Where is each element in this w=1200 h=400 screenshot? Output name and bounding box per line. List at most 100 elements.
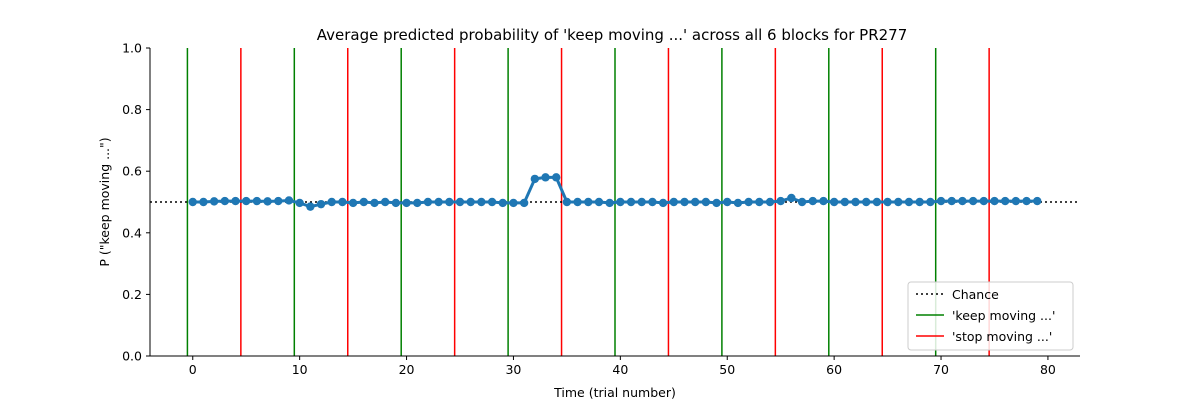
data-point [776, 196, 785, 206]
data-point [979, 196, 988, 206]
data-point [1011, 196, 1021, 206]
x-tick-label: 60 [826, 362, 842, 377]
x-tick-label: 0 [189, 362, 197, 377]
y-tick-label: 0.6 [122, 164, 142, 179]
data-point [690, 197, 700, 207]
data-point [926, 197, 935, 207]
data-point [680, 197, 689, 207]
data-point [637, 197, 646, 207]
chart-title: Average predicted probability of 'keep m… [317, 26, 908, 44]
data-point [220, 196, 230, 206]
data-point [487, 197, 497, 207]
data-point [338, 197, 347, 207]
data-point [883, 197, 892, 207]
y-tick-label: 1.0 [122, 41, 142, 56]
x-tick-label: 40 [612, 362, 628, 377]
data-point [584, 197, 593, 207]
legend-label-stop: 'stop moving ...' [952, 329, 1052, 344]
data-point [380, 197, 390, 207]
data-point [423, 197, 433, 207]
series-group [188, 173, 1042, 211]
data-point [669, 197, 678, 207]
data-point [327, 197, 336, 207]
data-point [306, 202, 315, 211]
legend-label-chance: Chance [952, 287, 999, 302]
data-point [904, 197, 914, 207]
data-point [402, 198, 411, 208]
data-point [263, 197, 272, 206]
legend-box [907, 281, 1074, 351]
data-point [648, 197, 657, 207]
y-tick-label: 0.4 [122, 225, 142, 240]
data-point [519, 198, 529, 208]
data-point [744, 197, 753, 207]
data-point [915, 197, 924, 207]
data-point [594, 197, 604, 207]
data-point [391, 198, 401, 208]
data-point [295, 198, 304, 208]
x-axis-label: Time (trial number) [553, 385, 676, 400]
data-point [552, 173, 561, 182]
data-point [252, 196, 262, 206]
data-point [894, 197, 903, 207]
data-point [455, 197, 465, 207]
data-point [797, 197, 807, 207]
y-tick-label: 0.2 [122, 287, 142, 302]
data-point [370, 198, 379, 208]
data-point [188, 197, 197, 207]
data-point [541, 173, 550, 182]
data-point [872, 197, 882, 207]
data-point [840, 197, 850, 207]
data-point [968, 196, 978, 206]
data-point [616, 197, 625, 207]
data-point [862, 197, 871, 207]
y-ticks: 0.0 0.2 0.4 0.6 0.8 1.0 [122, 41, 150, 364]
data-point [231, 196, 240, 206]
x-ticks: 0 10 20 30 40 50 60 70 80 [189, 356, 1056, 377]
axes [149, 48, 1080, 357]
data-point [242, 196, 251, 206]
data-point [990, 196, 999, 206]
data-point [701, 197, 711, 207]
x-tick-label: 20 [399, 362, 415, 377]
y-tick-label: 0.8 [122, 102, 142, 117]
data-point [755, 197, 764, 207]
x-tick-label: 30 [505, 362, 521, 377]
data-point [829, 197, 839, 207]
x-tick-label: 50 [719, 362, 735, 377]
data-point [562, 197, 572, 207]
y-axis-label: P ("keep moving ...") [97, 137, 112, 266]
data-point [209, 197, 219, 206]
x-tick-label: 10 [292, 362, 308, 377]
data-point [434, 197, 443, 207]
x-tick-label: 80 [1040, 362, 1056, 377]
data-point [498, 198, 507, 208]
data-point [274, 196, 283, 206]
legend-label-keep: 'keep moving ...' [952, 308, 1055, 323]
data-point [509, 198, 518, 208]
data-point [787, 193, 796, 203]
data-point [530, 174, 540, 184]
data-point [466, 197, 475, 207]
y-tick-label: 0.0 [122, 349, 142, 364]
data-point [658, 198, 668, 208]
data-point [947, 196, 956, 206]
data-point [199, 197, 208, 207]
data-point [359, 197, 368, 207]
data-point [413, 198, 422, 208]
data-point [1033, 196, 1042, 206]
data-point [477, 197, 486, 207]
legend: Chance 'keep moving ...' 'stop moving ..… [907, 281, 1074, 351]
data-point [958, 196, 967, 206]
data-point [626, 197, 636, 207]
data-point [712, 198, 721, 208]
data-point [316, 199, 326, 209]
data-point [936, 196, 946, 206]
data-point [605, 198, 614, 208]
data-point [765, 197, 775, 207]
data-point [573, 197, 582, 207]
data-point [1022, 196, 1031, 206]
data-point [348, 198, 358, 208]
x-tick-label: 70 [933, 362, 949, 377]
